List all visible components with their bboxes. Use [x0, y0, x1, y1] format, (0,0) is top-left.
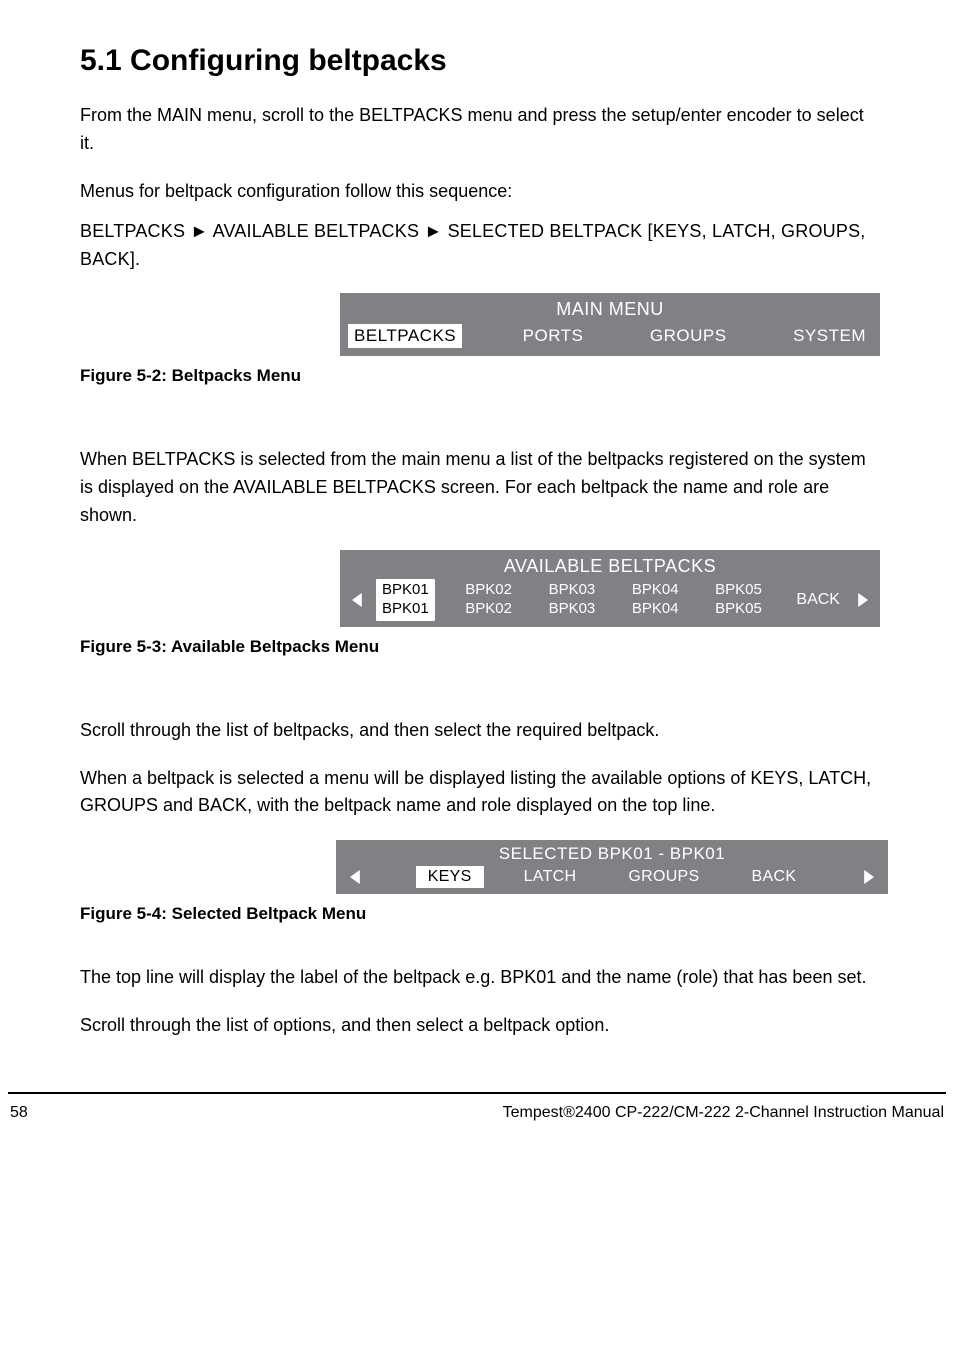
paragraph-after-sel-2: Scroll through the list of options, and … [80, 1012, 874, 1040]
available-beltpacks-back[interactable]: BACK [792, 591, 844, 609]
beltpack-role: BPK05 [715, 600, 762, 619]
available-beltpacks-panel: AVAILABLE BELTPACKS BPK01 BPK01 BPK02 BP… [340, 550, 880, 627]
beltpack-item-bpk04[interactable]: BPK04 BPK04 [626, 579, 685, 621]
beltpack-item-bpk02[interactable]: BPK02 BPK02 [459, 579, 518, 621]
beltpack-item-bpk05[interactable]: BPK05 BPK05 [709, 579, 768, 621]
beltpack-role: BPK01 [382, 600, 429, 619]
beltpack-name: BPK02 [465, 581, 512, 600]
main-menu-title: MAIN MENU [340, 293, 880, 322]
arrow-right-icon[interactable] [846, 593, 876, 607]
page-number: 58 [10, 1104, 28, 1122]
arrow-right-icon[interactable] [852, 870, 882, 884]
main-menu-panel: MAIN MENU BELTPACKS PORTS GROUPS SYSTEM [340, 293, 880, 356]
paragraph-after-mainmenu: When BELTPACKS is selected from the main… [80, 446, 874, 530]
beltpack-role: BPK04 [632, 600, 679, 619]
beltpack-role: BPK02 [465, 600, 512, 619]
beltpack-name: BPK05 [715, 581, 762, 600]
intro-paragraph-1: From the MAIN menu, scroll to the BELTPA… [80, 102, 874, 158]
paragraph-after-sel-1: The top line will display the label of t… [80, 964, 874, 992]
intro-paragraph-2: Menus for beltpack configuration follow … [80, 178, 874, 206]
menu-item-beltpacks[interactable]: BELTPACKS [348, 324, 462, 348]
arrow-left-icon[interactable] [342, 870, 372, 884]
available-beltpacks-title: AVAILABLE BELTPACKS [340, 550, 880, 579]
section-heading: 5.1 Configuring beltpacks [80, 44, 874, 78]
paragraph-after-avail-1: Scroll through the list of beltpacks, an… [80, 717, 874, 745]
beltpack-name: BPK01 [382, 581, 429, 600]
main-menu-items: BELTPACKS PORTS GROUPS SYSTEM [340, 322, 880, 356]
beltpack-item-bpk03[interactable]: BPK03 BPK03 [543, 579, 602, 621]
selected-beltpack-title: SELECTED BPK01 - BPK01 [336, 840, 888, 866]
menu-item-system[interactable]: SYSTEM [787, 324, 872, 348]
menu-item-groups[interactable]: GROUPS [644, 324, 733, 348]
selected-option-latch[interactable]: LATCH [512, 866, 589, 888]
footer-rule [8, 1092, 946, 1094]
selected-option-back[interactable]: BACK [740, 866, 809, 888]
beltpack-name: BPK03 [549, 581, 596, 600]
selected-option-groups[interactable]: GROUPS [616, 866, 711, 888]
arrow-left-icon[interactable] [344, 593, 374, 607]
beltpack-role: BPK03 [549, 600, 596, 619]
figure-5-2-label: Figure 5-2: Beltpacks Menu [80, 366, 874, 386]
footer-doc-title: Tempest®2400 CP-222/CM-222 2-Channel Ins… [503, 1104, 944, 1122]
menu-item-ports[interactable]: PORTS [517, 324, 590, 348]
beltpack-item-bpk01[interactable]: BPK01 BPK01 [376, 579, 435, 621]
intro-sequence: BELTPACKS ► AVAILABLE BELTPACKS ► SELECT… [80, 218, 874, 274]
figure-5-4-label: Figure 5-4: Selected Beltpack Menu [80, 904, 874, 924]
selected-option-keys[interactable]: KEYS [416, 866, 484, 888]
selected-beltpack-panel: SELECTED BPK01 - BPK01 KEYS LATCH GROUPS… [336, 840, 888, 894]
beltpack-name: BPK04 [632, 581, 679, 600]
figure-5-3-label: Figure 5-3: Available Beltpacks Menu [80, 637, 874, 657]
paragraph-after-avail-2: When a beltpack is selected a menu will … [80, 765, 874, 821]
